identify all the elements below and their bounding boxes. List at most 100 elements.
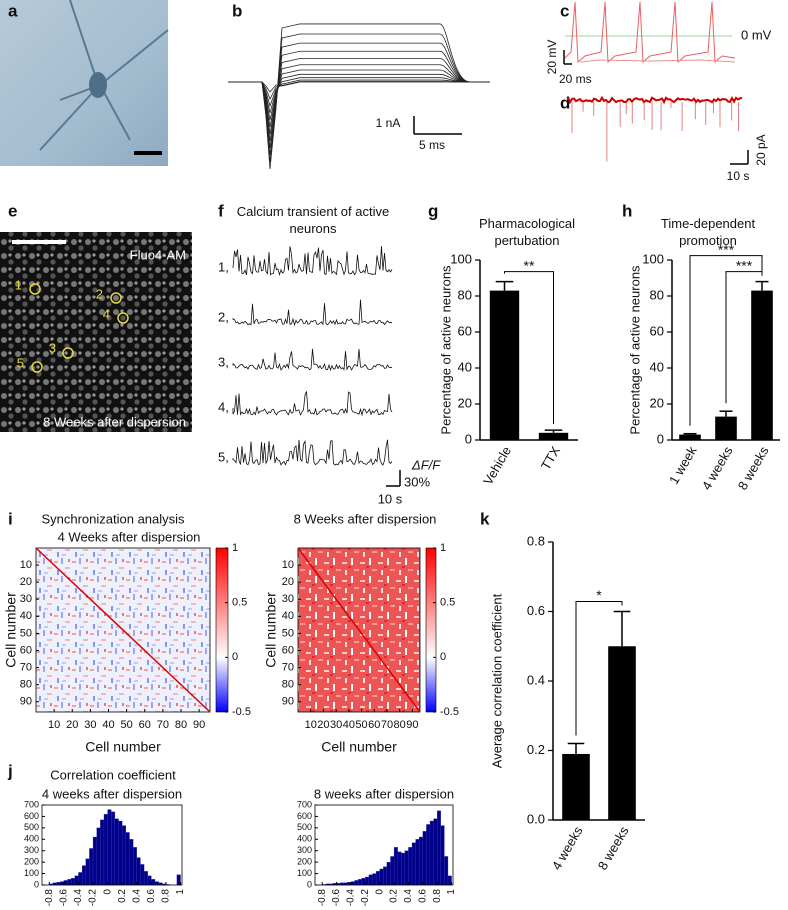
histogram-bar	[143, 871, 148, 886]
x-tick-label: 0.6	[417, 889, 428, 903]
y-tick-label: 700	[297, 799, 312, 809]
amplitude-label: ΔF/F	[411, 457, 441, 472]
histogram-bar	[140, 864, 145, 886]
y-axis-label: Percentage of active neurons	[627, 265, 642, 435]
panel-letter: e	[8, 201, 17, 220]
panel-letter: a	[8, 1, 18, 20]
cell-label: 5	[17, 355, 24, 370]
x-tick-label: 0.2	[117, 889, 128, 903]
voltage-trace	[564, 1, 736, 64]
dye-label: Fluo4-AM	[130, 247, 186, 262]
x-tick-label: 90	[406, 719, 418, 731]
histogram-bar	[100, 819, 105, 886]
histogram-bar	[71, 877, 75, 886]
y-tick-label: 400	[297, 834, 312, 844]
chart-title: 8 weeks after dispersion	[314, 786, 454, 801]
row-label: 4,	[218, 399, 229, 414]
x-tick-label: 8 weeks	[595, 823, 632, 872]
colorbar-tick-label: 0	[440, 651, 446, 663]
histogram-bar	[426, 824, 431, 886]
y-tick-label: 60	[20, 644, 32, 656]
histogram-bar	[397, 851, 402, 886]
x-tick-label: 1	[175, 889, 186, 895]
colorbar-tick-label: 1	[232, 542, 238, 554]
neuron-soma	[89, 72, 107, 98]
y-tick-label: 0	[34, 879, 39, 889]
x-tick-label: 4 weeks	[699, 443, 736, 492]
x-tick-label: 30	[330, 719, 342, 731]
histogram-bar	[368, 874, 373, 886]
x-tick-label: -0.8	[317, 889, 328, 907]
y-tick-label: 40	[650, 359, 664, 374]
x-tick-label: 0.4	[131, 889, 142, 903]
cell-label: 3	[49, 340, 56, 355]
y-tick-label: 500	[24, 822, 39, 832]
x-tick-label: 50	[355, 719, 367, 731]
x-tick-label: 10	[48, 719, 60, 731]
scale-label: 30%	[404, 474, 430, 489]
x-tick-label: 1	[446, 889, 457, 895]
y-tick-label: 80	[282, 679, 294, 691]
histogram-bar	[379, 868, 384, 886]
histogram-bar	[92, 836, 97, 886]
scale-label: 20 pA	[754, 134, 768, 165]
panel-letter: j	[7, 761, 13, 780]
histogram-bar	[411, 842, 416, 886]
x-axis-label: Cell number	[85, 739, 161, 755]
y-tick-label: 40	[20, 610, 32, 622]
colorbar	[215, 547, 229, 713]
y-tick-label: 200	[24, 857, 39, 867]
y-tick-label: 70	[282, 661, 294, 673]
row-label: 3,	[218, 354, 229, 369]
y-tick-label: 100	[450, 251, 472, 266]
histogram-bar	[78, 872, 83, 886]
significance-label: ***	[718, 241, 735, 257]
scale-label: 20 mV	[545, 40, 559, 75]
y-tick-label: 600	[24, 811, 39, 821]
chart-title: 4 Weeks after dispersion	[58, 529, 201, 544]
y-tick-label: 10	[20, 559, 32, 571]
histogram-bar	[440, 825, 445, 886]
y-tick-label: 600	[297, 811, 312, 821]
chart-title: Pharmacological pertubation	[478, 216, 576, 248]
histogram-bar	[107, 809, 112, 886]
plot-frame	[314, 804, 454, 886]
x-tick-label: 30	[84, 719, 96, 731]
histogram-bar	[444, 856, 449, 886]
histogram-bar	[357, 879, 362, 886]
panel-title: Synchronization analysis	[41, 511, 185, 526]
x-tick-label: -0.2	[360, 889, 371, 907]
y-tick-label: 80	[650, 287, 664, 302]
y-tick-label: 700	[24, 799, 39, 809]
row-label: 1,	[218, 259, 229, 274]
panel-letter: d	[560, 93, 570, 112]
scale-label: 10 s	[378, 491, 403, 506]
panel-letter: g	[428, 201, 438, 220]
histogram-bar	[125, 832, 130, 886]
y-tick-label: 30	[20, 593, 32, 605]
x-tick-label: -0.2	[88, 889, 99, 907]
histogram-bar	[154, 881, 159, 886]
y-tick-label: 50	[20, 627, 32, 639]
colorbar-tick-label: 0.5	[232, 597, 247, 609]
histogram-bar	[408, 847, 413, 886]
histogram-bar	[350, 881, 355, 886]
histogram-bar	[176, 874, 181, 886]
bar	[538, 432, 569, 440]
y-tick-label: 60	[458, 323, 472, 338]
reference-label: 0 mV	[741, 27, 772, 42]
histogram-bar	[401, 852, 405, 886]
y-tick-label: 0.0	[527, 811, 545, 826]
y-tick-label: 30	[282, 593, 294, 605]
y-tick-label: 0	[465, 431, 472, 446]
x-tick-label: 0	[374, 889, 385, 895]
current-trace	[228, 81, 490, 93]
image-caption: 8 Weeks after dispersion	[43, 414, 186, 429]
colorbar-tick-label: 1	[440, 542, 446, 554]
plot-frame	[41, 804, 183, 886]
y-axis-label: Cell number	[263, 592, 279, 668]
colorbar-tick-label: -0.5	[232, 706, 251, 718]
y-tick-label: 60	[650, 323, 664, 338]
y-tick-label: 0.6	[527, 603, 545, 618]
panel-title: Correlation coefficient	[50, 767, 176, 782]
